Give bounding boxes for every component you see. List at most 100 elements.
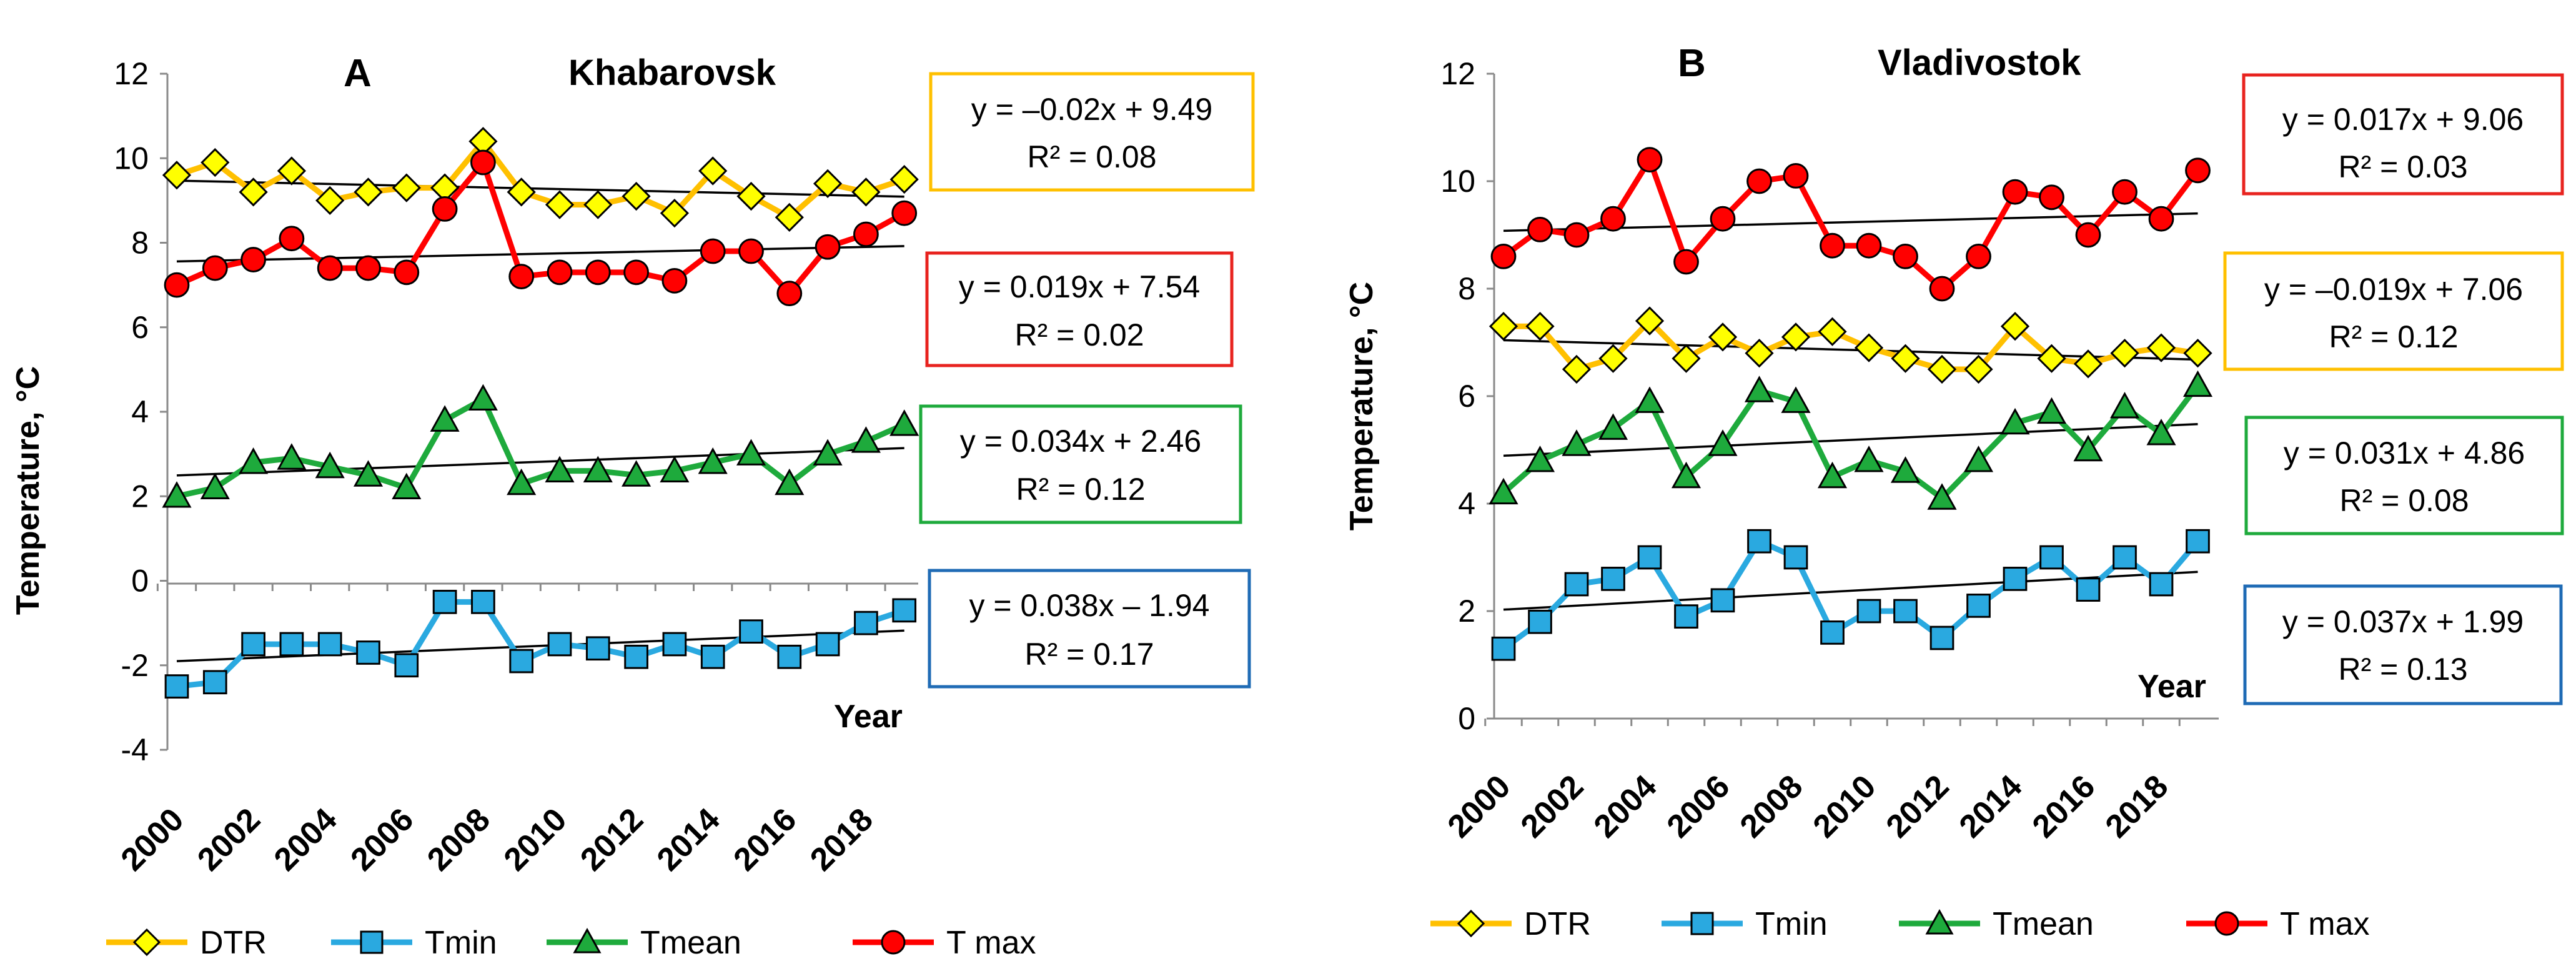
point-tmean (2146, 419, 2176, 446)
point-tmax (394, 259, 420, 286)
panel-a: A Khabarovsk Temperature, °C Year -4 -2 0 2… (10, 52, 1255, 878)
panel-b-markers (1489, 147, 2213, 661)
legend-label: Tmean (640, 925, 741, 961)
point-tmean (315, 451, 345, 479)
point-dtr (1562, 354, 1592, 384)
point-tmin (585, 636, 610, 661)
point-tmax (240, 247, 267, 272)
point-tmean (660, 456, 690, 482)
y-tick-label: -4 (121, 732, 149, 767)
eq-box-a-tmean: y = 0.034x + 2.46 R² = 0.12 (919, 404, 1242, 524)
point-tmin (1783, 545, 1808, 570)
panel-a-markers (162, 127, 919, 699)
eq-a-tmin-text: y = 0.038x – 1.94 (969, 588, 1209, 623)
legend-label: DTR (1524, 906, 1591, 942)
point-tmax (1783, 163, 1809, 189)
point-tmin (854, 610, 878, 635)
point-tmax (2185, 157, 2211, 184)
point-dtr (1745, 339, 1774, 368)
legend-item-tmax: T max (853, 925, 1036, 961)
eq-b-dtr-text: y = –0.019x + 7.06 (2264, 272, 2523, 307)
y-tick-label: 0 (1458, 701, 1475, 736)
point-tmean (507, 468, 537, 495)
point-dtr (2000, 312, 2030, 341)
point-dtr (2037, 344, 2066, 373)
point-tmax (1563, 222, 1590, 248)
series-line-tmean (1502, 384, 2201, 501)
x-tick-label: 2004 (1587, 768, 1664, 845)
x-tick-label: 2012 (1880, 768, 1956, 845)
trendline-tmax (176, 245, 904, 263)
trendline-tmean (176, 447, 904, 477)
point-tmean (1854, 446, 1884, 472)
point-dtr (507, 177, 536, 207)
legend-marker-triangle (573, 927, 602, 954)
point-dtr (622, 181, 651, 211)
panel-b-year-label: Year (2138, 669, 2206, 705)
eq-a-tmax-text: y = 0.019x + 7.54 (959, 269, 1200, 304)
x-tick-label: 2010 (497, 801, 574, 878)
point-dtr (201, 147, 230, 177)
eq-box-b-tmax: y = 0.017x + 9.06 R² = 0.03 (2242, 73, 2564, 196)
point-tmin (356, 640, 380, 665)
point-tmin (2003, 567, 2028, 591)
panel-b-trendlines (1503, 212, 2198, 611)
point-tmax (2112, 179, 2138, 205)
eq-box-a-tmin: y = 0.038x – 1.94 R² = 0.17 (928, 569, 1251, 689)
point-dtr (1672, 344, 1701, 373)
point-tmean (698, 447, 728, 474)
point-tmax (2075, 222, 2101, 248)
legend-item-dtr: DTR (106, 925, 267, 961)
legend-marker-square (1690, 912, 1714, 935)
legend-marker-circle (2214, 911, 2239, 936)
point-tmean (1489, 477, 1518, 505)
point-tmax (1637, 147, 1663, 173)
legend-label: T max (2280, 906, 2370, 942)
trendline-dtr (176, 179, 904, 198)
eq-b-tmax-text: y = 0.017x + 9.06 (2282, 102, 2524, 137)
y-tick-label: 6 (131, 310, 149, 345)
y-tick-label: 2 (1458, 594, 1475, 629)
point-tmean (1963, 446, 1994, 472)
point-tmin (202, 670, 227, 695)
legend-item-tmean: Tmean (1899, 906, 2094, 942)
x-tick-label: 2010 (1806, 768, 1883, 845)
point-tmean (162, 481, 192, 508)
eq-box-b-dtr: y = –0.019x + 7.06 R² = 0.12 (2223, 251, 2564, 371)
point-tmax (1746, 168, 1772, 194)
point-tmax (738, 238, 764, 264)
point-tmean (736, 439, 766, 466)
point-tmin (1930, 625, 1954, 650)
y-tick-label: 4 (1458, 486, 1475, 521)
point-dtr (354, 177, 383, 207)
point-tmax (279, 226, 305, 252)
point-tmin (1710, 588, 1735, 613)
x-tick-label: 2002 (1514, 768, 1591, 845)
point-tmean (2000, 407, 2030, 435)
legend-item-tmean: Tmean (547, 925, 741, 961)
point-dtr (660, 199, 690, 228)
x-tick-label: 2016 (726, 801, 803, 878)
point-tmean (775, 468, 805, 495)
point-tmax (891, 200, 918, 226)
point-tmax (1856, 232, 1882, 259)
point-tmean (1635, 386, 1665, 413)
eq-b-tmin-r2: R² = 0.13 (2338, 652, 2467, 687)
point-tmax (2039, 184, 2064, 211)
legend-item-dtr: DTR (1430, 906, 1591, 942)
point-tmax (700, 238, 726, 264)
point-tmax (853, 221, 879, 247)
x-tick-label: 2014 (1953, 768, 2029, 845)
point-dtr (813, 169, 843, 198)
point-dtr (851, 177, 881, 207)
point-tmean (1817, 461, 1848, 489)
point-tmax (355, 255, 381, 281)
point-tmax (623, 259, 649, 286)
point-tmin (1564, 572, 1589, 597)
panel-a-axes (156, 72, 918, 751)
point-dtr (2183, 339, 2212, 368)
point-tmin (241, 632, 265, 657)
point-tmax (470, 149, 496, 176)
panel-a-ylabel: Temperature, °C (10, 366, 46, 615)
point-tmax (317, 255, 343, 281)
